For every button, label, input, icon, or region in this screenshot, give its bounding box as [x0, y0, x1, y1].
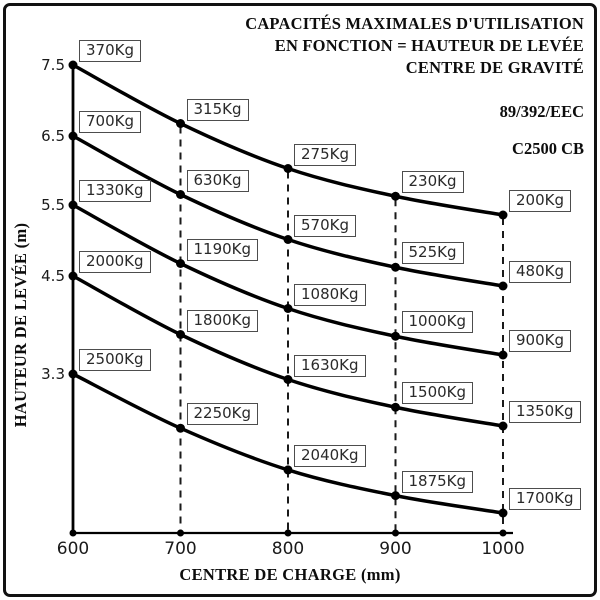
data-point-hauteur-4.5m-700 [176, 330, 185, 339]
capacity-label-hauteur-7.5m-1000: 200Kg [509, 190, 571, 212]
y-tick-label-5.5: 5.5 [41, 196, 65, 214]
capacity-label-hauteur-5.5m-1000: 900Kg [509, 330, 571, 352]
capacity-label-hauteur-5.5m-800: 1080Kg [294, 283, 366, 306]
capacity-label-hauteur-7.5m-900: 230Kg [401, 171, 464, 194]
x-axis-title: CENTRE DE CHARGE (mm) [179, 565, 401, 584]
chart-title-line-2: EN FONCTION = HAUTEUR DE LEVÉE [274, 36, 584, 55]
capacity-label-hauteur-4.5m-800: 1630Kg [294, 354, 366, 377]
capacity-label-hauteur-4.5m-900: 1500Kg [401, 382, 474, 405]
capacity-label-hauteur-7.5m-800: 275Kg [294, 143, 356, 166]
data-point-hauteur-3.3m-700 [176, 423, 185, 433]
data-point-hauteur-7.5m-900 [391, 191, 400, 201]
data-point-hauteur-6.5m-700 [176, 190, 185, 199]
x-tick-label-900: 900 [379, 539, 412, 559]
capacity-label-hauteur-5.5m-700: 1190Kg [186, 238, 259, 261]
data-point-hauteur-7.5m-800 [283, 164, 293, 173]
data-point-hauteur-7.5m-1000 [498, 210, 508, 220]
capacity-label-hauteur-6.5m-1000: 480Kg [509, 261, 571, 283]
data-point-hauteur-4.5m-600 [68, 271, 78, 281]
y-axis-title: HAUTEUR DE LEVÉE (m) [11, 222, 30, 428]
capacity-label-hauteur-3.3m-1000: 1700Kg [509, 488, 581, 510]
data-point-hauteur-6.5m-900 [391, 262, 400, 272]
capacity-label-hauteur-4.5m-1000: 1350Kg [509, 401, 581, 423]
data-point-hauteur-5.5m-800 [283, 304, 293, 313]
capacity-label-hauteur-4.5m-700: 1800Kg [186, 309, 259, 332]
y-tick-label-7.5: 7.5 [41, 56, 65, 74]
directive-annotation: 89/392/EEC [499, 102, 584, 121]
y-tick-label-4.5: 4.5 [41, 267, 65, 285]
data-point-hauteur-3.3m-1000 [498, 508, 508, 518]
data-point-hauteur-6.5m-1000 [498, 281, 508, 291]
capacity-label-hauteur-6.5m-800: 570Kg [294, 214, 356, 237]
data-point-hauteur-6.5m-800 [283, 235, 293, 244]
data-point-hauteur-5.5m-600 [68, 200, 78, 210]
data-point-hauteur-5.5m-700 [176, 259, 185, 268]
capacity-label-hauteur-6.5m-600: 700Kg [79, 111, 141, 133]
capacity-label-hauteur-3.3m-700: 2250Kg [186, 403, 259, 426]
x-tick-dot-1000 [499, 529, 507, 537]
data-point-hauteur-3.3m-900 [391, 491, 400, 501]
x-tick-label-1000: 1000 [481, 539, 525, 559]
x-tick-label-700: 700 [164, 539, 197, 559]
data-point-hauteur-7.5m-600 [68, 60, 78, 70]
x-tick-dot-900 [392, 529, 399, 537]
y-tick-label-3.3: 3.3 [41, 365, 65, 383]
data-point-hauteur-5.5m-1000 [498, 350, 508, 360]
capacity-label-hauteur-3.3m-800: 2040Kg [294, 444, 366, 467]
capacity-label-hauteur-6.5m-700: 630Kg [186, 169, 249, 192]
data-point-hauteur-4.5m-1000 [498, 421, 508, 431]
model-annotation: C2500 CB [512, 139, 584, 158]
x-tick-label-600: 600 [56, 539, 90, 559]
data-point-hauteur-3.3m-800 [283, 465, 293, 475]
capacity-label-hauteur-3.3m-600: 2500Kg [79, 349, 151, 371]
capacity-label-hauteur-7.5m-600: 370Kg [79, 40, 141, 62]
data-point-hauteur-5.5m-900 [391, 331, 400, 341]
capacity-label-hauteur-5.5m-600: 1330Kg [79, 180, 151, 202]
capacity-label-hauteur-3.3m-900: 1875Kg [401, 470, 474, 493]
chart-title-line-3: CENTRE DE GRAVITÉ [405, 58, 584, 77]
data-point-hauteur-4.5m-800 [283, 375, 293, 384]
y-tick-label-6.5: 6.5 [41, 127, 65, 145]
capacity-label-hauteur-5.5m-900: 1000Kg [401, 311, 474, 334]
capacity-label-hauteur-4.5m-600: 2000Kg [79, 251, 151, 273]
x-tick-dot-700 [177, 529, 184, 537]
data-point-hauteur-7.5m-700 [176, 119, 185, 128]
x-tick-dot-600 [69, 529, 77, 537]
data-point-hauteur-3.3m-600 [68, 369, 78, 379]
capacity-label-hauteur-6.5m-900: 525Kg [401, 242, 464, 265]
capacity-label-hauteur-7.5m-700: 315Kg [186, 98, 249, 121]
data-point-hauteur-6.5m-600 [68, 131, 78, 141]
data-point-hauteur-4.5m-900 [391, 402, 400, 412]
x-tick-label-800: 800 [271, 539, 305, 559]
chart-title-line-1: CAPACITÉS MAXIMALES D'UTILISATION [245, 14, 584, 33]
x-tick-dot-800 [284, 529, 292, 537]
chart-title: CAPACITÉS MAXIMALES D'UTILISATION EN FON… [245, 13, 584, 79]
